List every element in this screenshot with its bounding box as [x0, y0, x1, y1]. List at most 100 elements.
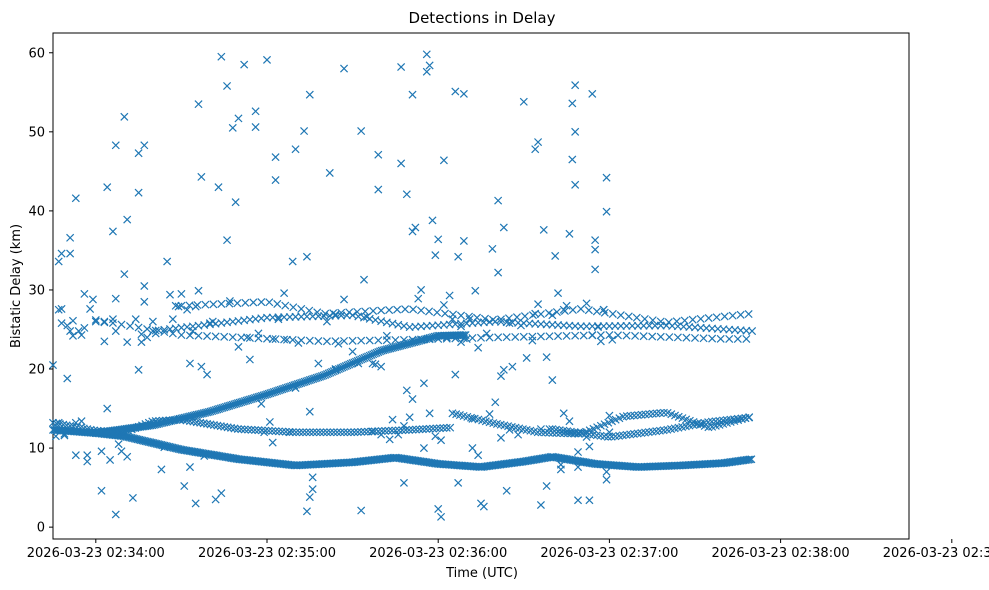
data-point: [696, 314, 705, 323]
data-point: [537, 428, 546, 437]
data-point: [622, 331, 631, 340]
data-point: [329, 428, 338, 437]
data-point: [57, 304, 66, 313]
data-point: [233, 424, 242, 434]
data-point: [397, 159, 406, 168]
data-point: [494, 196, 503, 205]
data-point: [401, 426, 410, 435]
data-point: [171, 444, 180, 453]
data-point: [345, 308, 354, 317]
data-point: [494, 333, 503, 342]
data-point: [688, 315, 697, 324]
data-point: [690, 333, 700, 343]
data-point: [571, 127, 580, 136]
data-point: [313, 308, 322, 317]
data-point: [54, 418, 63, 427]
data-point: [582, 299, 591, 308]
data-point: [155, 416, 164, 425]
data-point: [336, 428, 345, 437]
data-point: [132, 434, 141, 444]
data-point: [362, 312, 371, 321]
data-point: [441, 309, 450, 318]
data-point: [433, 308, 442, 317]
data-point: [528, 332, 537, 341]
data-point: [126, 321, 135, 331]
data-point: [165, 290, 175, 299]
data-point: [278, 427, 287, 436]
y-tick-label: 40: [28, 204, 45, 219]
data-point: [305, 90, 314, 99]
data-point: [77, 417, 86, 426]
data-point: [528, 336, 537, 345]
data-point: [728, 311, 737, 320]
data-point: [374, 185, 383, 194]
data-point: [57, 249, 66, 258]
data-point: [454, 252, 463, 261]
data-point: [568, 155, 577, 164]
data-point: [231, 198, 240, 207]
data-point: [602, 207, 611, 216]
data-point: [576, 428, 585, 437]
data-point: [531, 309, 540, 318]
data-point: [211, 495, 220, 504]
data-point: [274, 315, 283, 324]
y-tick-label: 30: [28, 283, 45, 298]
data-point: [54, 257, 63, 266]
data-point: [534, 300, 543, 309]
data-point: [93, 426, 102, 435]
data-point: [399, 421, 408, 430]
data-point: [257, 298, 266, 307]
data-point: [128, 493, 137, 502]
data-point: [66, 233, 75, 242]
data-point: [225, 296, 234, 306]
data-point: [552, 308, 561, 317]
data-point: [188, 327, 197, 336]
data-point: [143, 333, 152, 342]
data-point: [129, 434, 138, 443]
data-point: [445, 291, 454, 300]
data-point: [211, 332, 220, 341]
data-point: [474, 343, 483, 352]
data-point: [434, 504, 443, 513]
data-point: [665, 333, 674, 342]
data-point: [459, 236, 468, 245]
data-point: [140, 297, 149, 306]
data-point: [63, 374, 72, 383]
data-point: [434, 334, 443, 343]
data-point: [425, 61, 434, 70]
data-point: [308, 485, 317, 494]
data-point: [576, 322, 585, 331]
data-point: [271, 153, 280, 162]
data-point: [240, 425, 249, 434]
data-point: [357, 427, 366, 436]
data-point: [368, 427, 377, 436]
data-point: [454, 478, 463, 487]
data-point: [151, 417, 160, 426]
data-point: [68, 316, 77, 325]
data-point: [273, 299, 282, 308]
data-point: [106, 455, 115, 464]
data-point: [496, 315, 505, 324]
data-point: [519, 332, 528, 341]
data-point: [744, 413, 753, 422]
data-point: [107, 427, 116, 436]
y-axis: 0 10 20 30 40 50 60: [28, 46, 53, 536]
data-point: [556, 460, 565, 469]
data-point: [516, 321, 525, 330]
data-point: [633, 321, 642, 330]
data-point: [136, 436, 145, 445]
y-tick-label: 20: [28, 363, 45, 378]
data-point: [394, 430, 403, 439]
data-point: [282, 335, 291, 344]
data-point: [124, 433, 133, 442]
data-point: [592, 307, 601, 316]
data-point: [308, 473, 317, 482]
data-point: [177, 301, 186, 310]
data-point: [268, 334, 277, 343]
data-point: [451, 87, 460, 96]
data-point: [391, 426, 400, 435]
data-point: [388, 415, 397, 424]
data-point: [591, 265, 600, 274]
data-point: [425, 409, 434, 418]
data-point: [417, 335, 426, 344]
